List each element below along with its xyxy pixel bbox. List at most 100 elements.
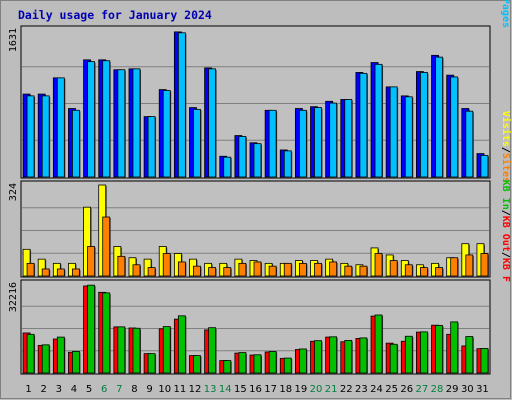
bar	[117, 255, 126, 277]
bar	[102, 292, 111, 374]
bar	[41, 344, 50, 374]
bar	[359, 72, 368, 178]
x-tick-label: 11	[173, 384, 186, 395]
x-tick-label: 4	[71, 384, 77, 395]
x-tick-label: 17	[264, 384, 277, 395]
panel-kbytes-legend: KB In/KB Out/KB F	[500, 180, 511, 282]
x-tick-label: 3	[56, 384, 62, 395]
x-tick-label: 26	[400, 384, 413, 395]
bar	[117, 69, 126, 178]
x-axis: 1 2 3 4 5 6 7 8 9 10 11 12 13 14 15 16 17 18 19 20 21 22 23 24 2…	[25, 384, 488, 395]
bar	[314, 107, 322, 178]
bar	[72, 109, 80, 178]
bar	[344, 99, 353, 178]
bar	[465, 254, 474, 277]
bar	[450, 76, 459, 178]
bar	[329, 336, 338, 374]
bar	[298, 348, 307, 374]
series-kb-in	[26, 284, 489, 374]
x-tick-label: 20	[310, 384, 323, 395]
x-tick-label: 16	[249, 384, 262, 395]
x-tick-label: 31	[476, 384, 489, 395]
x-tick-label: 15	[234, 384, 247, 395]
bar	[404, 264, 413, 277]
bar	[41, 268, 50, 277]
bar	[268, 265, 277, 277]
bar	[283, 262, 292, 277]
bar	[253, 354, 262, 374]
bar	[465, 110, 474, 178]
bar	[56, 268, 65, 277]
legend-entry: Sites	[500, 153, 512, 183]
bar	[147, 116, 156, 178]
bar	[238, 262, 247, 277]
bar	[344, 340, 353, 374]
series-sites	[26, 216, 489, 277]
bar	[420, 267, 428, 277]
bar	[117, 326, 126, 374]
x-tick-label: 12	[189, 384, 202, 395]
bar	[253, 143, 262, 178]
x-tick-label: 18	[279, 384, 292, 395]
panel-hits: 1631 Hits/Files/Pages	[8, 0, 511, 179]
bar	[223, 360, 232, 374]
panel-visits: 324 Visits / Sites	[8, 111, 512, 278]
bar	[344, 265, 353, 277]
x-tick-label: 29	[446, 384, 459, 395]
bar	[420, 331, 428, 374]
legend-entry: KB Out	[500, 216, 511, 252]
bar	[177, 32, 186, 178]
panel-kbytes: 32216 KB In/KB Out/KB F	[8, 180, 511, 375]
panel-visits-max-label: 324	[8, 183, 19, 201]
bar	[450, 321, 459, 374]
bar	[162, 253, 171, 277]
bar	[83, 206, 91, 277]
bar	[208, 68, 217, 178]
bar	[26, 262, 35, 277]
x-tick-label: 10	[158, 384, 171, 395]
bar	[26, 95, 35, 178]
bar	[22, 248, 31, 277]
bar	[268, 351, 277, 374]
bar	[41, 95, 50, 178]
chart-panels: 1631Hits/Files/Pages324Visits/Sites32216…	[8, 0, 512, 375]
bar	[37, 258, 46, 277]
bar	[132, 327, 141, 374]
x-tick-label: 7	[116, 384, 122, 395]
bar	[435, 325, 443, 374]
bar	[193, 109, 201, 178]
legend-entry: /	[500, 252, 511, 258]
bar	[389, 260, 398, 277]
bar	[389, 343, 398, 374]
bar	[87, 284, 95, 374]
bar	[480, 253, 489, 277]
x-tick-label: 19	[295, 384, 308, 395]
bar	[193, 355, 201, 374]
bar	[329, 102, 338, 178]
x-tick-label: 14	[219, 384, 232, 395]
bar	[480, 154, 489, 178]
bar	[314, 262, 322, 277]
bar	[450, 257, 459, 277]
series-files	[26, 32, 489, 179]
bar	[298, 109, 307, 178]
x-tick-label: 6	[101, 384, 107, 395]
bar	[177, 261, 186, 277]
bar	[404, 96, 413, 178]
bar	[283, 150, 292, 178]
bar	[223, 267, 232, 277]
legend-entry: Visits	[500, 111, 512, 147]
x-tick-label: 2	[41, 384, 47, 395]
bar	[389, 86, 398, 178]
bar	[162, 326, 171, 374]
bar	[72, 351, 80, 374]
bar	[404, 335, 413, 374]
bar	[223, 156, 232, 178]
panel-kbytes-max-label: 32216	[8, 282, 19, 312]
legend-entry: Pages	[500, 0, 511, 28]
bar	[147, 267, 156, 277]
chart-title: Daily usage for January 2024	[18, 8, 212, 22]
bar	[374, 63, 383, 178]
bar	[87, 246, 95, 277]
